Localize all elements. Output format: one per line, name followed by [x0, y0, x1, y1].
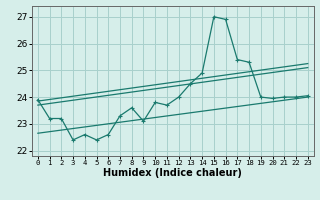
- X-axis label: Humidex (Indice chaleur): Humidex (Indice chaleur): [103, 168, 242, 178]
